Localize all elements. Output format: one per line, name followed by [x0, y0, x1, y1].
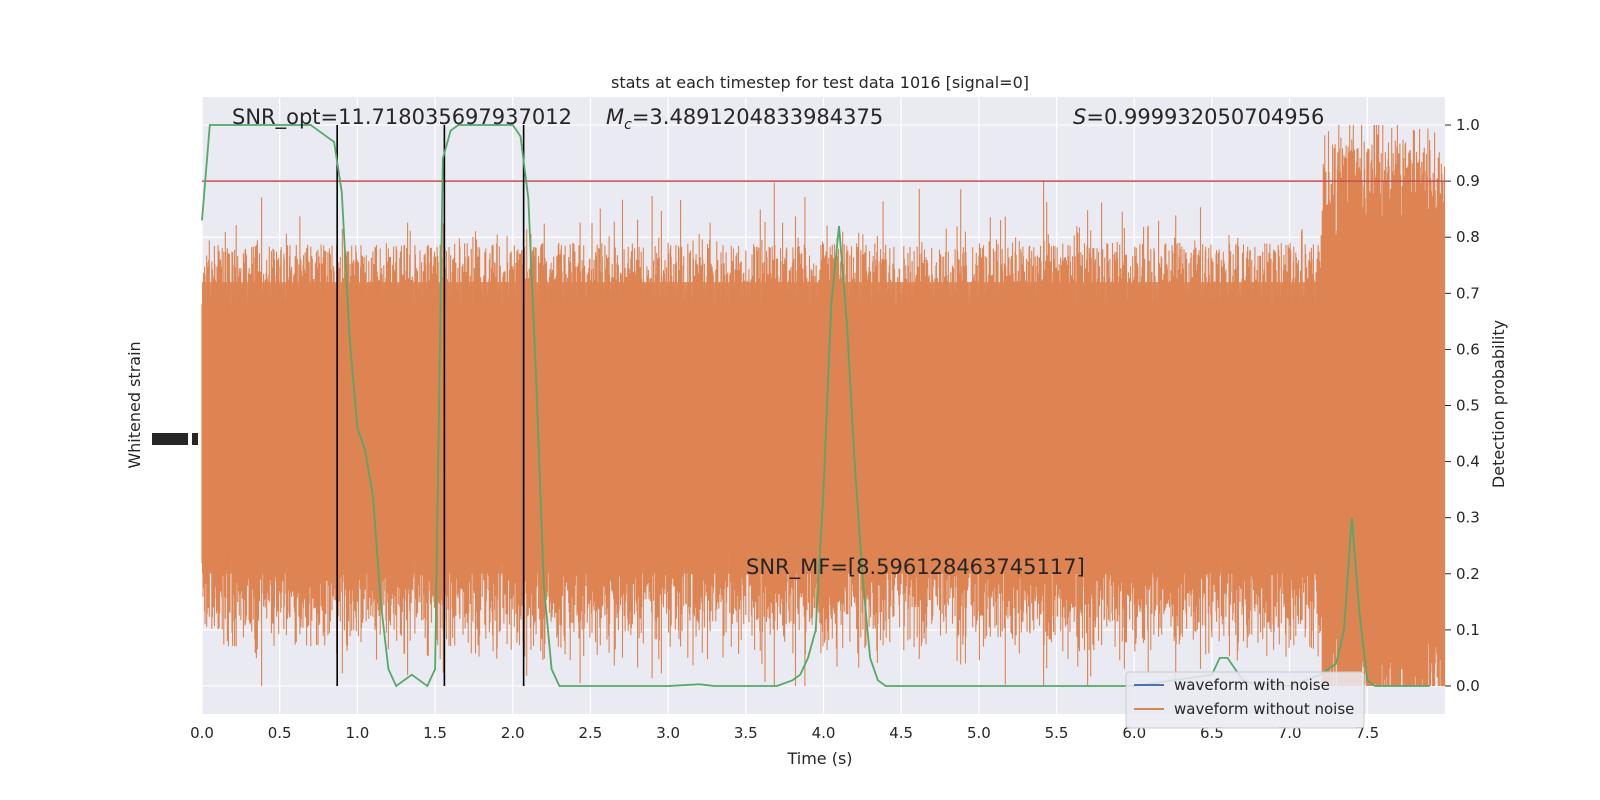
y-tick-label: 0.9	[1456, 172, 1480, 190]
x-tick-label: 5.5	[1045, 724, 1069, 742]
left-axis-tick-marks	[152, 433, 198, 445]
x-tick-label: 3.0	[656, 724, 680, 742]
y-tick-label: 0.2	[1456, 565, 1480, 583]
mc-subscript: c	[624, 117, 632, 133]
legend-label-with-noise: waveform with noise	[1174, 676, 1330, 694]
y-tick-label: 0.5	[1456, 397, 1480, 415]
annotation-snr-mf: SNR_MF=[8.596128463745117]	[746, 555, 1085, 580]
x-tick-label: 4.0	[812, 724, 836, 742]
y-axis-label-right: Detection probability	[1489, 320, 1508, 488]
series-waveform-without-noise	[201, 125, 1446, 686]
annotation-s: S=0.999932050704956	[1073, 105, 1324, 129]
y-tick-labels-right: 0.0 0.1 0.2 0.3 0.4 0.5 0.6 0.7 0.8 0.9 1.0	[1445, 116, 1480, 695]
x-tick-label: 0.5	[268, 724, 292, 742]
y-tick-label: 0.8	[1456, 228, 1480, 246]
s-value: =0.999932050704956	[1086, 105, 1324, 129]
mc-symbol: M	[606, 105, 624, 129]
event-markers	[336, 125, 525, 686]
legend-label-without-noise: waveform without noise	[1174, 700, 1354, 718]
y-axis-label-left: Whitened strain	[125, 341, 144, 468]
s-symbol: S	[1073, 105, 1086, 129]
y-tick-label: 0.4	[1456, 453, 1480, 471]
noise-core	[202, 282, 1445, 574]
y-tick-label: 0.3	[1456, 509, 1480, 527]
x-tick-label: 1.0	[345, 724, 369, 742]
x-tick-label: 7.5	[1355, 724, 1379, 742]
left-axis-overlapping-labels	[152, 433, 188, 445]
x-tick-label: 1.5	[423, 724, 447, 742]
chart-title: stats at each timestep for test data 101…	[611, 73, 1029, 92]
detection-probability-series	[201, 124, 1430, 688]
detection-probability-line	[201, 124, 1430, 688]
y-tick-label: 1.0	[1456, 116, 1480, 134]
y-tick-label: 0.7	[1456, 284, 1480, 302]
y-tick-label: 0.0	[1456, 677, 1480, 695]
x-tick-label: 0.0	[190, 724, 214, 742]
annotation-snr-opt: SNR_opt=11.718035697937012	[232, 105, 572, 130]
x-tick-label: 2.5	[579, 724, 603, 742]
y-tick-label: 0.1	[1456, 621, 1480, 639]
legend: waveform with noise waveform without noi…	[1125, 671, 1365, 729]
legend-box	[1125, 671, 1365, 729]
annotation-mc: Mc=3.4891204833984375	[606, 105, 883, 133]
x-tick-label: 5.0	[967, 724, 991, 742]
x-tick-label: 3.5	[734, 724, 758, 742]
mc-value: =3.4891204833984375	[632, 105, 883, 129]
y-tick-label: 0.6	[1456, 340, 1480, 358]
x-tick-label: 2.0	[501, 724, 525, 742]
x-axis-label: Time (s)	[786, 749, 852, 768]
x-tick-label: 4.5	[889, 724, 913, 742]
left-axis-tick-mark	[192, 433, 198, 445]
